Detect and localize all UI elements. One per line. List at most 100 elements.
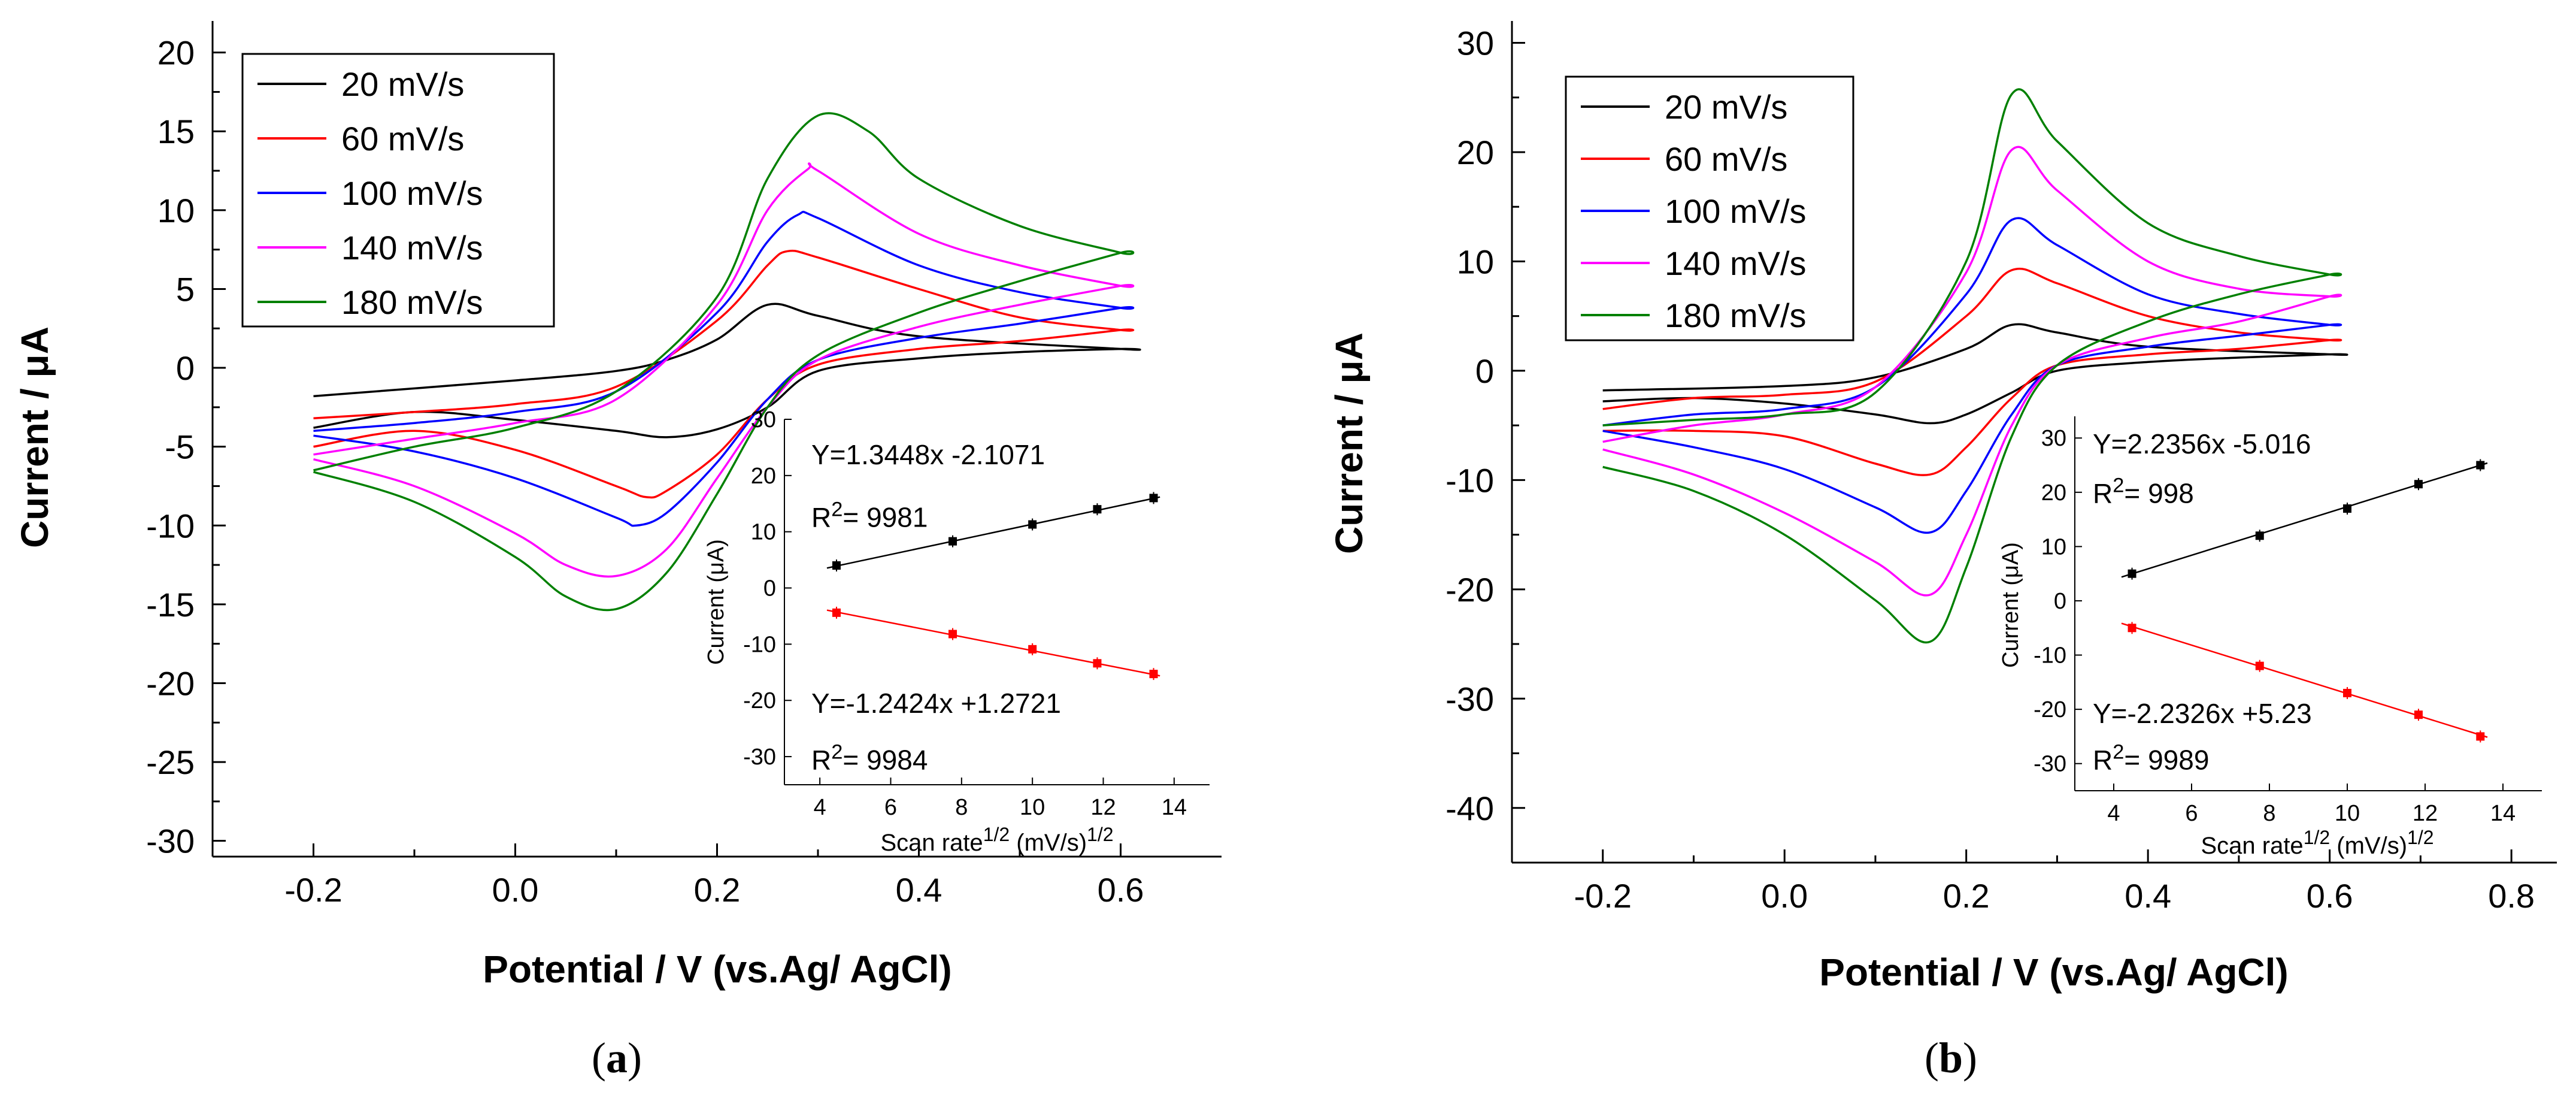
caption-a-letter: a — [606, 1034, 628, 1082]
panel-b-inset-anodic-fit — [2121, 462, 2488, 578]
panel-a-inset-ytick-label: -30 — [743, 745, 776, 770]
panel-b-inset: -30 -20 -10 0 10 20 30 4 6 8 10 12 14 Current (μA) Sca… — [1998, 416, 2542, 859]
panel-a-series-3-line — [313, 210, 1135, 527]
panel-b-inset-ytick-label: 20 — [2041, 480, 2066, 506]
panel-caption-b: (b) — [1891, 1033, 2011, 1083]
panel-a-inset-anodic-r2: R2= 9981 — [811, 498, 928, 533]
panel-b-inset-x-title-part: 1/2 — [2304, 827, 2330, 848]
panel-b-inset-anodic-r2-base: R — [2093, 478, 2113, 509]
panel-b-inset-ytick-label: 0 — [2054, 589, 2066, 614]
panel-b-inset-x-title-part: (mV/s) — [2330, 833, 2407, 859]
panel-a-inset-anodic-r2-value: = 9981 — [842, 502, 928, 533]
panel-b-inset-cathodic-r2-base: R — [2093, 745, 2113, 776]
panel-a-inset-y-title: Current (μA) — [704, 539, 729, 665]
panel-b-series-5-line — [1602, 88, 2342, 644]
panel-a-legend-label: 20 mV/s — [341, 65, 464, 103]
panel-a-inset-ytick-label: 0 — [763, 576, 776, 601]
panel-a-inset-anodic-point — [948, 537, 957, 546]
panel-b-inset-anodic-point — [2343, 504, 2351, 513]
panel-b-xtick-label: 0.8 — [2488, 877, 2535, 915]
panel-a-xtick-label: 0.0 — [492, 871, 539, 909]
panel-b-xtick-label: 0.4 — [2125, 877, 2171, 915]
panel-b-inset-cathodic-point — [2414, 710, 2423, 719]
panel-b-xtick-label: -0.2 — [1574, 877, 1632, 915]
panel-b-y-title: Current / μA — [1328, 332, 1371, 554]
panel-b-xtick-label: 0.0 — [1761, 877, 1808, 915]
panel-a-ytick-label: 15 — [157, 113, 195, 150]
panel-a-inset-cathodic-point — [948, 630, 957, 639]
panel-a-inset-xtick-label: 12 — [1090, 795, 1116, 820]
panel-a-inset-anodic-point — [1093, 505, 1102, 514]
panel-a-ytick-label: -30 — [146, 822, 195, 860]
panel-b-series-3-line — [1602, 217, 2342, 534]
panel-a-legend-label: 60 mV/s — [341, 120, 464, 158]
panel-a-series-4-line — [313, 162, 1135, 578]
panel-b-ytick-label: -40 — [1445, 790, 1494, 827]
panel-a-inset-ytick-label: 30 — [751, 407, 776, 432]
panel-b-legend-label: 140 mV/s — [1665, 244, 1807, 282]
panel-a-ytick-label: 10 — [157, 192, 195, 229]
panel-a-inset-cathodic-r2: R2= 9984 — [811, 741, 928, 776]
panel-b-inset-ytick-label: -30 — [2033, 752, 2066, 777]
panel-a-inset-cathodic-point — [832, 608, 841, 617]
panel-a-inset-anodic-point — [1028, 520, 1037, 529]
panel-b-inset-anodic-point — [2476, 461, 2485, 470]
panel-b-inset-x-title-part: Scan rate — [2201, 833, 2303, 859]
panel-a-inset-xtick-label: 10 — [1020, 795, 1045, 820]
panel-a-inset-cathodic-point — [1028, 645, 1037, 654]
panel-a-xtick-label: 0.4 — [896, 871, 942, 909]
panel-a-inset-anodic-equation: Y=1.3448x -2.1071 — [811, 439, 1045, 470]
panel-a-legend-label: 100 mV/s — [341, 174, 483, 212]
panel-a-legend-box — [241, 53, 555, 328]
panel-a-inset-anodic-point — [832, 561, 841, 570]
panel-b-inset-anodic-r2-value: = 998 — [2124, 478, 2193, 509]
panel-b-inset-ytick-label: -10 — [2033, 643, 2066, 669]
panel-a-inset-anodic-r2-base: R — [811, 502, 831, 533]
panel-b-inset-anodic-r2: R2= 998 — [2093, 474, 2194, 509]
panel-b-inset-anodic-point — [2414, 480, 2423, 489]
panel-b-inset-cathodic-fit — [2121, 622, 2488, 738]
panel-a-y-title: Current / μA — [13, 326, 56, 548]
caption-b-close: ) — [1963, 1034, 1977, 1082]
panel-b-inset-y-title: Current (μA) — [1998, 542, 2023, 668]
panel-b-inset-cathodic-point — [2128, 624, 2136, 633]
panel-b-legend-label: 100 mV/s — [1665, 192, 1807, 230]
panel-a-inset-cathodic-point — [1149, 670, 1158, 679]
panel-a-inset-ytick-label: -10 — [743, 632, 776, 657]
panel-b-inset-xtick-label: 14 — [2490, 801, 2516, 826]
panel-b-ytick-label: -10 — [1445, 461, 1494, 499]
panel-b-inset-cathodic-point — [2255, 661, 2264, 670]
panel-a-ytick-label: -10 — [146, 507, 195, 545]
panel-b-xtick-label: 0.6 — [2307, 877, 2353, 915]
panel-b-ytick-label: 30 — [1457, 24, 1494, 62]
panel-a-inset-x-title-part: (mV/s) — [1010, 830, 1087, 856]
panel-a-inset-anodic-point — [1149, 494, 1158, 503]
panel-b-inset-ytick-label: 30 — [2041, 426, 2066, 451]
panel-a-inset: -30 -20 -10 0 10 20 30 4 6 8 10 12 14 Current (μA) Sca… — [704, 407, 1210, 856]
panel-a-x-title: Potential / V (vs.Ag/ AgCl) — [483, 948, 951, 991]
panel-b-series-1-line — [1602, 323, 2348, 425]
panel-b-inset-cathodic-r2: R2= 9989 — [2093, 741, 2209, 776]
caption-b-open: ( — [1924, 1034, 1939, 1082]
panel-a-inset-ytick-label: 20 — [751, 464, 776, 489]
panel-a-inset-cathodic-r2-base: R — [811, 745, 831, 776]
panel-b-inset-ytick-label: 10 — [2041, 534, 2066, 559]
panel-b-series-4-line — [1602, 146, 2342, 597]
panel-b-ytick-label: 10 — [1457, 243, 1494, 280]
panel-a-inset-x-title: Scan rate1/2 (mV/s)1/2 — [880, 824, 1113, 856]
panel-b-ytick-label: -30 — [1445, 680, 1494, 718]
panel-a-ytick-label: -15 — [146, 586, 195, 624]
panel-b-inset-x-title: Scan rate1/2 (mV/s)1/2 — [2201, 827, 2433, 859]
panel-b-inset-xtick-label: 12 — [2413, 801, 2438, 826]
panel-b-inset-ytick-label: -20 — [2033, 697, 2066, 722]
panel-a-ytick-label: -25 — [146, 743, 195, 781]
caption-a-open: ( — [592, 1034, 606, 1082]
panel-b-inset-anodic-point — [2255, 531, 2264, 540]
panel-a-inset-anodic-fit — [826, 496, 1160, 569]
panel-a-inset-xtick-label: 6 — [884, 795, 897, 820]
panel-b-series-2-line — [1602, 267, 2342, 476]
panel-a-inset-anodic-r2-sup: 2 — [831, 498, 842, 521]
panel-a-ytick-label: 20 — [157, 34, 195, 72]
panel-a-xtick-label: -0.2 — [284, 871, 343, 909]
